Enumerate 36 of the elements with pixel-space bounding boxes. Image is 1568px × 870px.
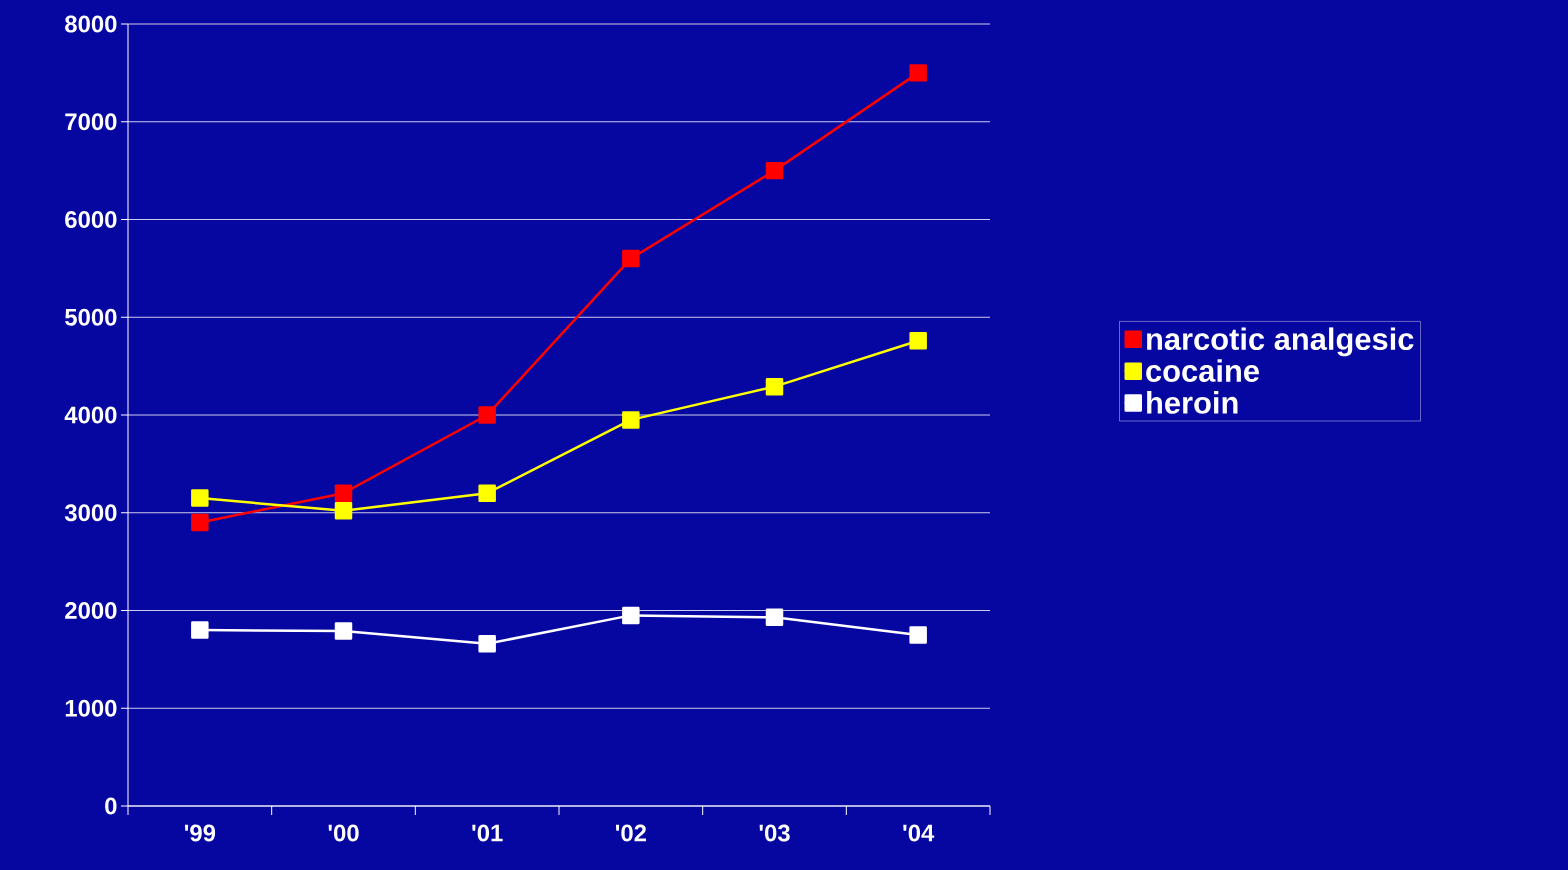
point <box>765 608 784 627</box>
point <box>334 622 353 640</box>
y-tick-label: 6000 <box>65 211 117 228</box>
point <box>909 64 927 82</box>
point <box>909 626 927 644</box>
point <box>191 621 209 639</box>
x-tick-label: '04 <box>903 824 935 842</box>
point <box>191 513 209 532</box>
legend-label: cocaine <box>1146 359 1259 382</box>
point <box>478 484 496 502</box>
y-tick-label: 8000 <box>65 15 117 33</box>
point <box>765 377 784 396</box>
legend-label: heroin <box>1147 391 1238 414</box>
y-tick-label: 4000 <box>64 406 117 424</box>
y-tick-label: 0 <box>105 797 117 815</box>
point <box>334 502 353 520</box>
point <box>622 606 640 625</box>
point <box>909 331 927 350</box>
x-tick-label: '02 <box>615 824 647 842</box>
y-tick-label: 5000 <box>65 308 117 326</box>
point <box>765 161 784 180</box>
point <box>622 249 640 268</box>
y-tick-label: 3000 <box>64 504 117 522</box>
y-tick-label: 2000 <box>65 602 117 619</box>
x-tick-label: '01 <box>472 824 503 842</box>
point <box>478 634 496 653</box>
point <box>191 489 209 507</box>
legend-label: narcotic analgesic <box>1147 327 1414 357</box>
point <box>334 484 353 502</box>
point <box>478 406 496 424</box>
y-tick-label: 1000 <box>65 699 117 717</box>
x-tick-label: '00 <box>328 824 359 842</box>
x-tick-label: '03 <box>759 824 790 842</box>
y-tick-label: 7000 <box>65 113 117 131</box>
point <box>622 411 640 429</box>
x-tick-label: '99 <box>184 824 216 842</box>
